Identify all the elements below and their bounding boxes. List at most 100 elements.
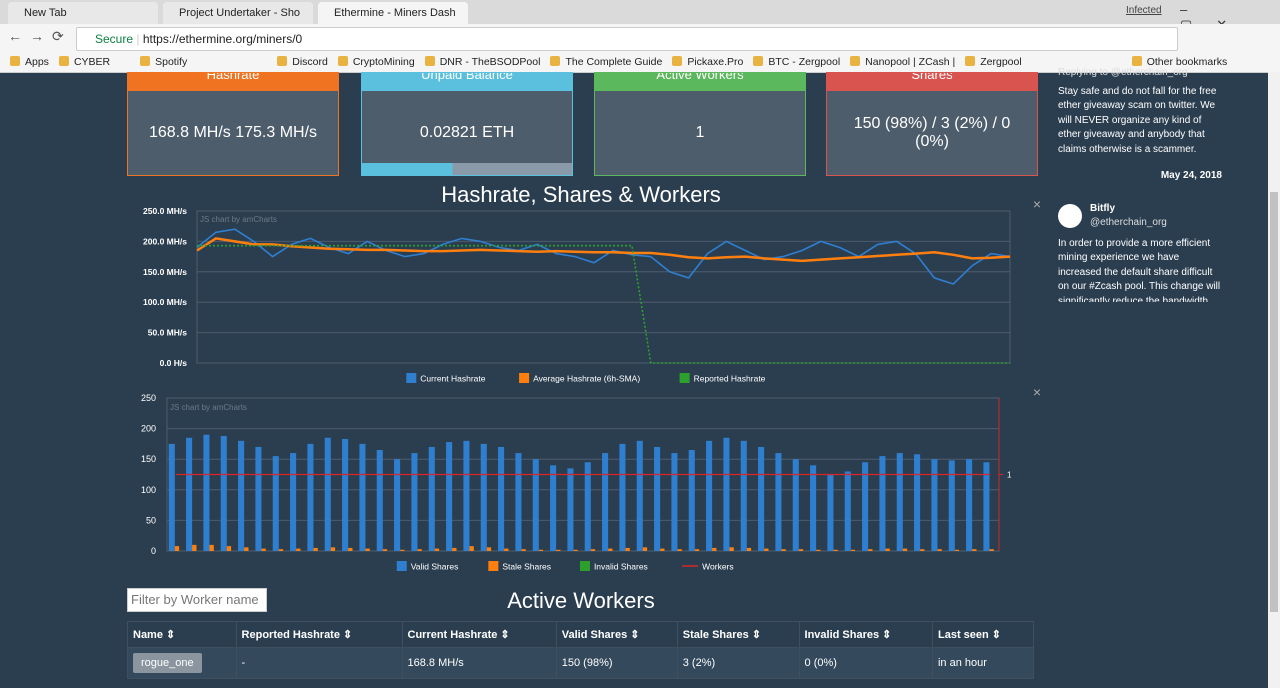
bar [556, 549, 561, 551]
bar [954, 549, 960, 551]
legend-label: Workers [702, 562, 734, 572]
close-icon[interactable]: × [1033, 196, 1041, 212]
y2-tick-label: 1 [1007, 471, 1012, 480]
bookmark[interactable]: The Complete Guide [550, 52, 662, 72]
y-tick-label: 200 [141, 424, 156, 434]
tab[interactable]: Project Undertaker - Sho [163, 2, 313, 24]
address-bar: ←→⟳ Secure | https://ethermine.org/miner… [0, 24, 1280, 52]
bar [498, 446, 505, 551]
bar [446, 442, 453, 551]
bar [348, 547, 353, 551]
sort-icon[interactable]: ⇕ [988, 629, 1002, 641]
bookmark[interactable]: Pickaxe.Pro [672, 52, 743, 72]
bar [330, 547, 336, 551]
bar [261, 548, 266, 551]
chart-title: Hashrate, Shares & Workers [441, 182, 721, 207]
filter-input[interactable]: Filter by Worker name [127, 588, 267, 612]
tweet-text: In order to provide a more efficient min… [1058, 237, 1221, 302]
bar [584, 462, 591, 551]
tweet-date: May 24, 2018 [1160, 170, 1222, 181]
table-cell: 3 (2%) [676, 647, 800, 679]
bar [434, 548, 440, 551]
y-tick-label: 50 [146, 515, 156, 525]
bar [244, 547, 249, 551]
bar [463, 440, 470, 551]
bar [174, 546, 180, 551]
bar [590, 549, 596, 551]
bar [619, 443, 626, 551]
bar [660, 548, 665, 551]
bar [879, 456, 886, 551]
tweet-text: Stay safe and do not fall for the free e… [1058, 85, 1217, 155]
tweet-reply: Replying to @etherchain_org [1058, 67, 1188, 78]
omnibox[interactable]: Secure | https://ethermine.org/miners/0 [76, 27, 1178, 51]
card-value: 168.8 MH/s 175.3 MH/s [148, 124, 318, 141]
scroll-thumb[interactable] [1270, 192, 1278, 612]
sort-icon[interactable]: ⇕ [497, 629, 510, 641]
bar [914, 454, 921, 551]
bookmark[interactable]: CYBER [59, 52, 110, 72]
bar [706, 440, 713, 551]
column-header[interactable]: Stale Shares ⇕ [676, 621, 800, 648]
bar [746, 547, 752, 551]
bar [278, 549, 284, 551]
bar [365, 548, 370, 551]
bookmark[interactable]: Zergpool [965, 52, 1021, 72]
card-title: Unpaid Balance [362, 73, 572, 91]
sort-icon[interactable]: ⇕ [879, 629, 892, 641]
column-header[interactable]: Last seen ⇕ [931, 621, 1035, 648]
column-header[interactable]: Valid Shares ⇕ [555, 621, 678, 648]
bar [729, 547, 734, 551]
bar [896, 453, 903, 551]
worker-button[interactable]: rogue_one [133, 653, 202, 673]
column-header[interactable]: Name ⇕ [127, 621, 237, 648]
bar [573, 549, 578, 551]
scrollbar[interactable] [1268, 72, 1280, 688]
profile[interactable]: Infected [1126, 5, 1162, 16]
legend-label: Current Hashrate [420, 374, 485, 384]
bookmark[interactable]: Discord [277, 52, 328, 72]
bar [712, 547, 717, 551]
bar [677, 549, 682, 551]
bar [792, 459, 799, 551]
twitter-feed: Replying to @etherchain_org Stay safe an… [1058, 67, 1222, 302]
bar [290, 453, 297, 551]
bar [504, 548, 509, 551]
sort-icon[interactable]: ⇕ [339, 629, 353, 641]
sort-icon[interactable]: ⇕ [748, 629, 762, 641]
bookmark[interactable]: DNR - TheBSODPool [425, 52, 541, 72]
bookmark[interactable]: Spotify [140, 52, 187, 72]
bar [740, 440, 747, 551]
bookmark[interactable]: Nanopool | ZCash | [850, 52, 955, 72]
column-header[interactable]: Invalid Shares ⇕ [798, 621, 933, 648]
sort-icon[interactable]: ⇕ [627, 629, 640, 641]
bookmark[interactable]: Apps [10, 52, 49, 72]
table-cell: - [235, 647, 403, 679]
bookmark[interactable]: BTC - Zergpool [753, 52, 840, 72]
close-icon[interactable]: × [1033, 384, 1041, 400]
sort-icon[interactable]: ⇕ [162, 629, 176, 641]
avatar [1058, 204, 1082, 228]
bar [885, 548, 890, 551]
bar [862, 462, 869, 551]
bar [186, 437, 193, 551]
legend-swatch [396, 561, 407, 571]
nav-buttons[interactable]: ←→⟳ [8, 28, 72, 44]
column-header[interactable]: Current Hashrate ⇕ [401, 621, 557, 648]
bar [654, 446, 661, 551]
tab[interactable]: Ethermine - Miners Dash [318, 2, 468, 24]
workers-table: Name ⇕ Reported Hashrate ⇕ Current Hashrat… [127, 621, 1035, 679]
bar [521, 549, 526, 551]
y-tick-label: 100 [141, 485, 156, 495]
bar [400, 549, 405, 551]
bar [192, 544, 197, 551]
bar [428, 446, 435, 551]
tab[interactable]: New Tab [8, 2, 158, 24]
bookmark[interactable]: CryptoMining [338, 52, 415, 72]
bar [469, 546, 474, 551]
column-header[interactable]: Reported Hashrate ⇕ [235, 621, 403, 648]
legend-swatch [519, 373, 530, 383]
card-value: 1 [695, 124, 705, 141]
bookmark[interactable]: Other bookmarks [1132, 52, 1228, 72]
